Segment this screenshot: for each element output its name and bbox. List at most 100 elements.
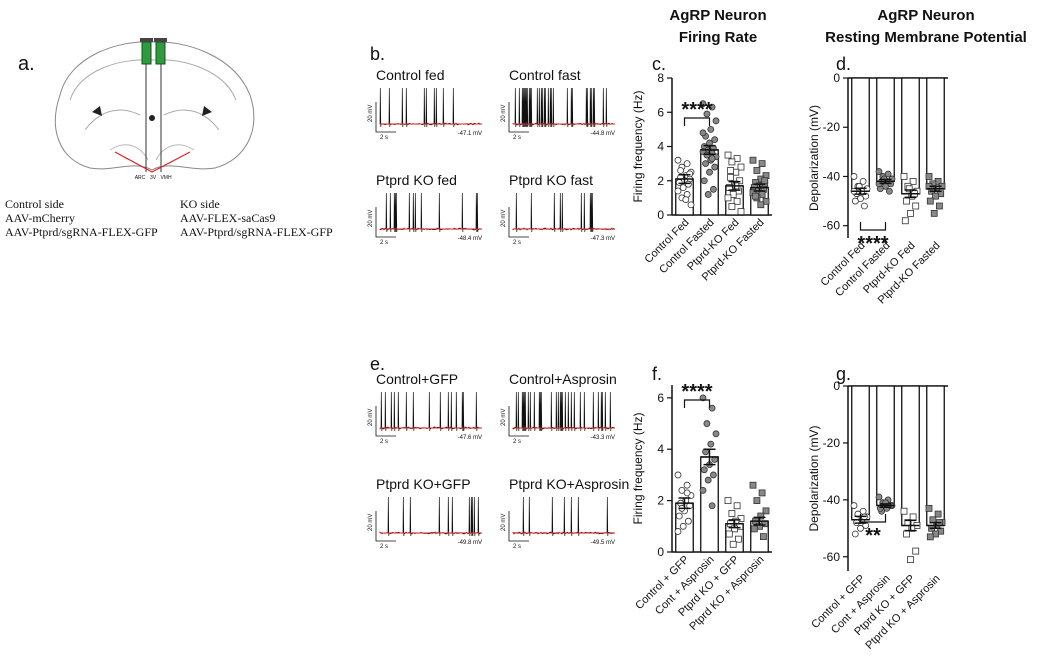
trace-name: Control fast	[509, 67, 581, 83]
data-point	[727, 167, 734, 174]
caption-line: AAV-Ptprd/sgRNA-FLEX-GFP	[180, 225, 333, 239]
significance-bracket	[683, 117, 711, 126]
data-point	[704, 191, 712, 198]
column-header: Resting Membrane Potential	[825, 29, 1027, 46]
data-point	[758, 489, 766, 497]
trace-name: Ptprd KO+Asprosin	[509, 476, 629, 492]
data-point	[733, 197, 741, 205]
data-point	[901, 217, 909, 225]
error-bar	[901, 189, 920, 199]
data-point	[857, 524, 864, 532]
data-point	[909, 177, 917, 185]
significance-label: ****	[681, 99, 712, 121]
points	[850, 502, 871, 538]
data-point	[735, 535, 742, 543]
points	[724, 151, 745, 215]
data-point	[674, 471, 682, 479]
data-point	[753, 167, 761, 174]
scale-voltage: 20 mV	[501, 105, 507, 122]
y-axis-label: Firing frequency (Hz)	[631, 412, 645, 524]
trace-name: Control+GFP	[376, 371, 458, 387]
data-point	[708, 502, 716, 510]
data-point	[683, 481, 691, 489]
trace-name: Ptprd KO fast	[509, 172, 593, 188]
data-point	[707, 125, 715, 133]
data-point	[724, 151, 732, 159]
data-point	[675, 512, 683, 520]
error-bar	[700, 144, 719, 155]
panel-label: e.	[370, 354, 385, 374]
significance-bracket	[859, 514, 887, 523]
data-point	[930, 209, 938, 217]
points	[674, 156, 695, 209]
data-point	[686, 170, 694, 178]
y-tick-label: 2	[657, 494, 664, 508]
data-point	[683, 489, 691, 497]
data-point	[907, 209, 914, 217]
data-point	[712, 117, 720, 125]
error-bar	[901, 519, 920, 532]
error-bar	[725, 180, 744, 191]
scale-bar	[375, 207, 396, 238]
scale-bar	[508, 102, 529, 133]
region-label: 3V	[150, 175, 157, 181]
data-point	[706, 168, 713, 176]
error-bar	[926, 185, 945, 192]
data-point	[761, 177, 769, 185]
data-point	[728, 203, 736, 210]
data-point	[875, 493, 883, 501]
voltage-trace	[379, 391, 482, 432]
significance-label: ****	[681, 381, 712, 403]
data-point	[749, 481, 757, 489]
data-point	[700, 466, 708, 474]
data-point	[907, 556, 914, 564]
y-tick-label: 4	[657, 140, 664, 154]
voltage-trace	[379, 87, 482, 128]
data-point	[932, 192, 939, 200]
data-point	[704, 476, 712, 484]
data-point	[912, 547, 920, 555]
y-tick-label: 4	[657, 442, 664, 456]
trace-name: Control+Asprosin	[509, 371, 617, 387]
data-point	[682, 196, 690, 203]
data-point	[925, 173, 933, 180]
error-bar	[675, 174, 694, 185]
data-point	[733, 155, 741, 162]
trace-name: Control fed	[376, 67, 444, 83]
scale-voltage: 20 mV	[501, 210, 507, 227]
data-point	[710, 471, 717, 479]
resting-potential: -47.6 mV	[458, 435, 482, 441]
data-point	[728, 510, 736, 517]
scale-time: 2 s	[513, 544, 521, 550]
column-header: Firing Rate	[679, 29, 757, 46]
panel-label: d.	[836, 54, 851, 74]
data-point	[757, 512, 765, 520]
trace-name: Ptprd KO+GFP	[376, 476, 471, 492]
points	[699, 394, 720, 510]
y-tick-label: 0	[657, 208, 664, 222]
data-point	[926, 533, 934, 541]
y-tick-label: -40	[823, 169, 841, 183]
data-point	[851, 197, 859, 205]
scale-time: 2 s	[380, 240, 388, 246]
significance-bracket	[683, 399, 711, 408]
data-point	[737, 208, 745, 215]
data-point	[752, 192, 759, 200]
data-point	[725, 530, 733, 538]
data-point	[729, 540, 737, 548]
scale-bar	[508, 207, 529, 238]
data-point	[905, 185, 913, 193]
data-point	[934, 510, 942, 518]
data-point	[724, 194, 732, 202]
data-point	[926, 197, 934, 205]
error-bar	[675, 497, 694, 510]
voltage-trace	[379, 496, 482, 537]
resting-potential: -44.8 mV	[591, 131, 615, 137]
data-point	[700, 177, 708, 185]
data-point	[687, 201, 695, 209]
bar	[901, 385, 920, 527]
data-point	[711, 163, 719, 171]
resting-potential: -43.3 mV	[591, 435, 615, 441]
data-point	[699, 486, 707, 494]
y-axis-label: Firing frequency (Hz)	[631, 90, 645, 202]
